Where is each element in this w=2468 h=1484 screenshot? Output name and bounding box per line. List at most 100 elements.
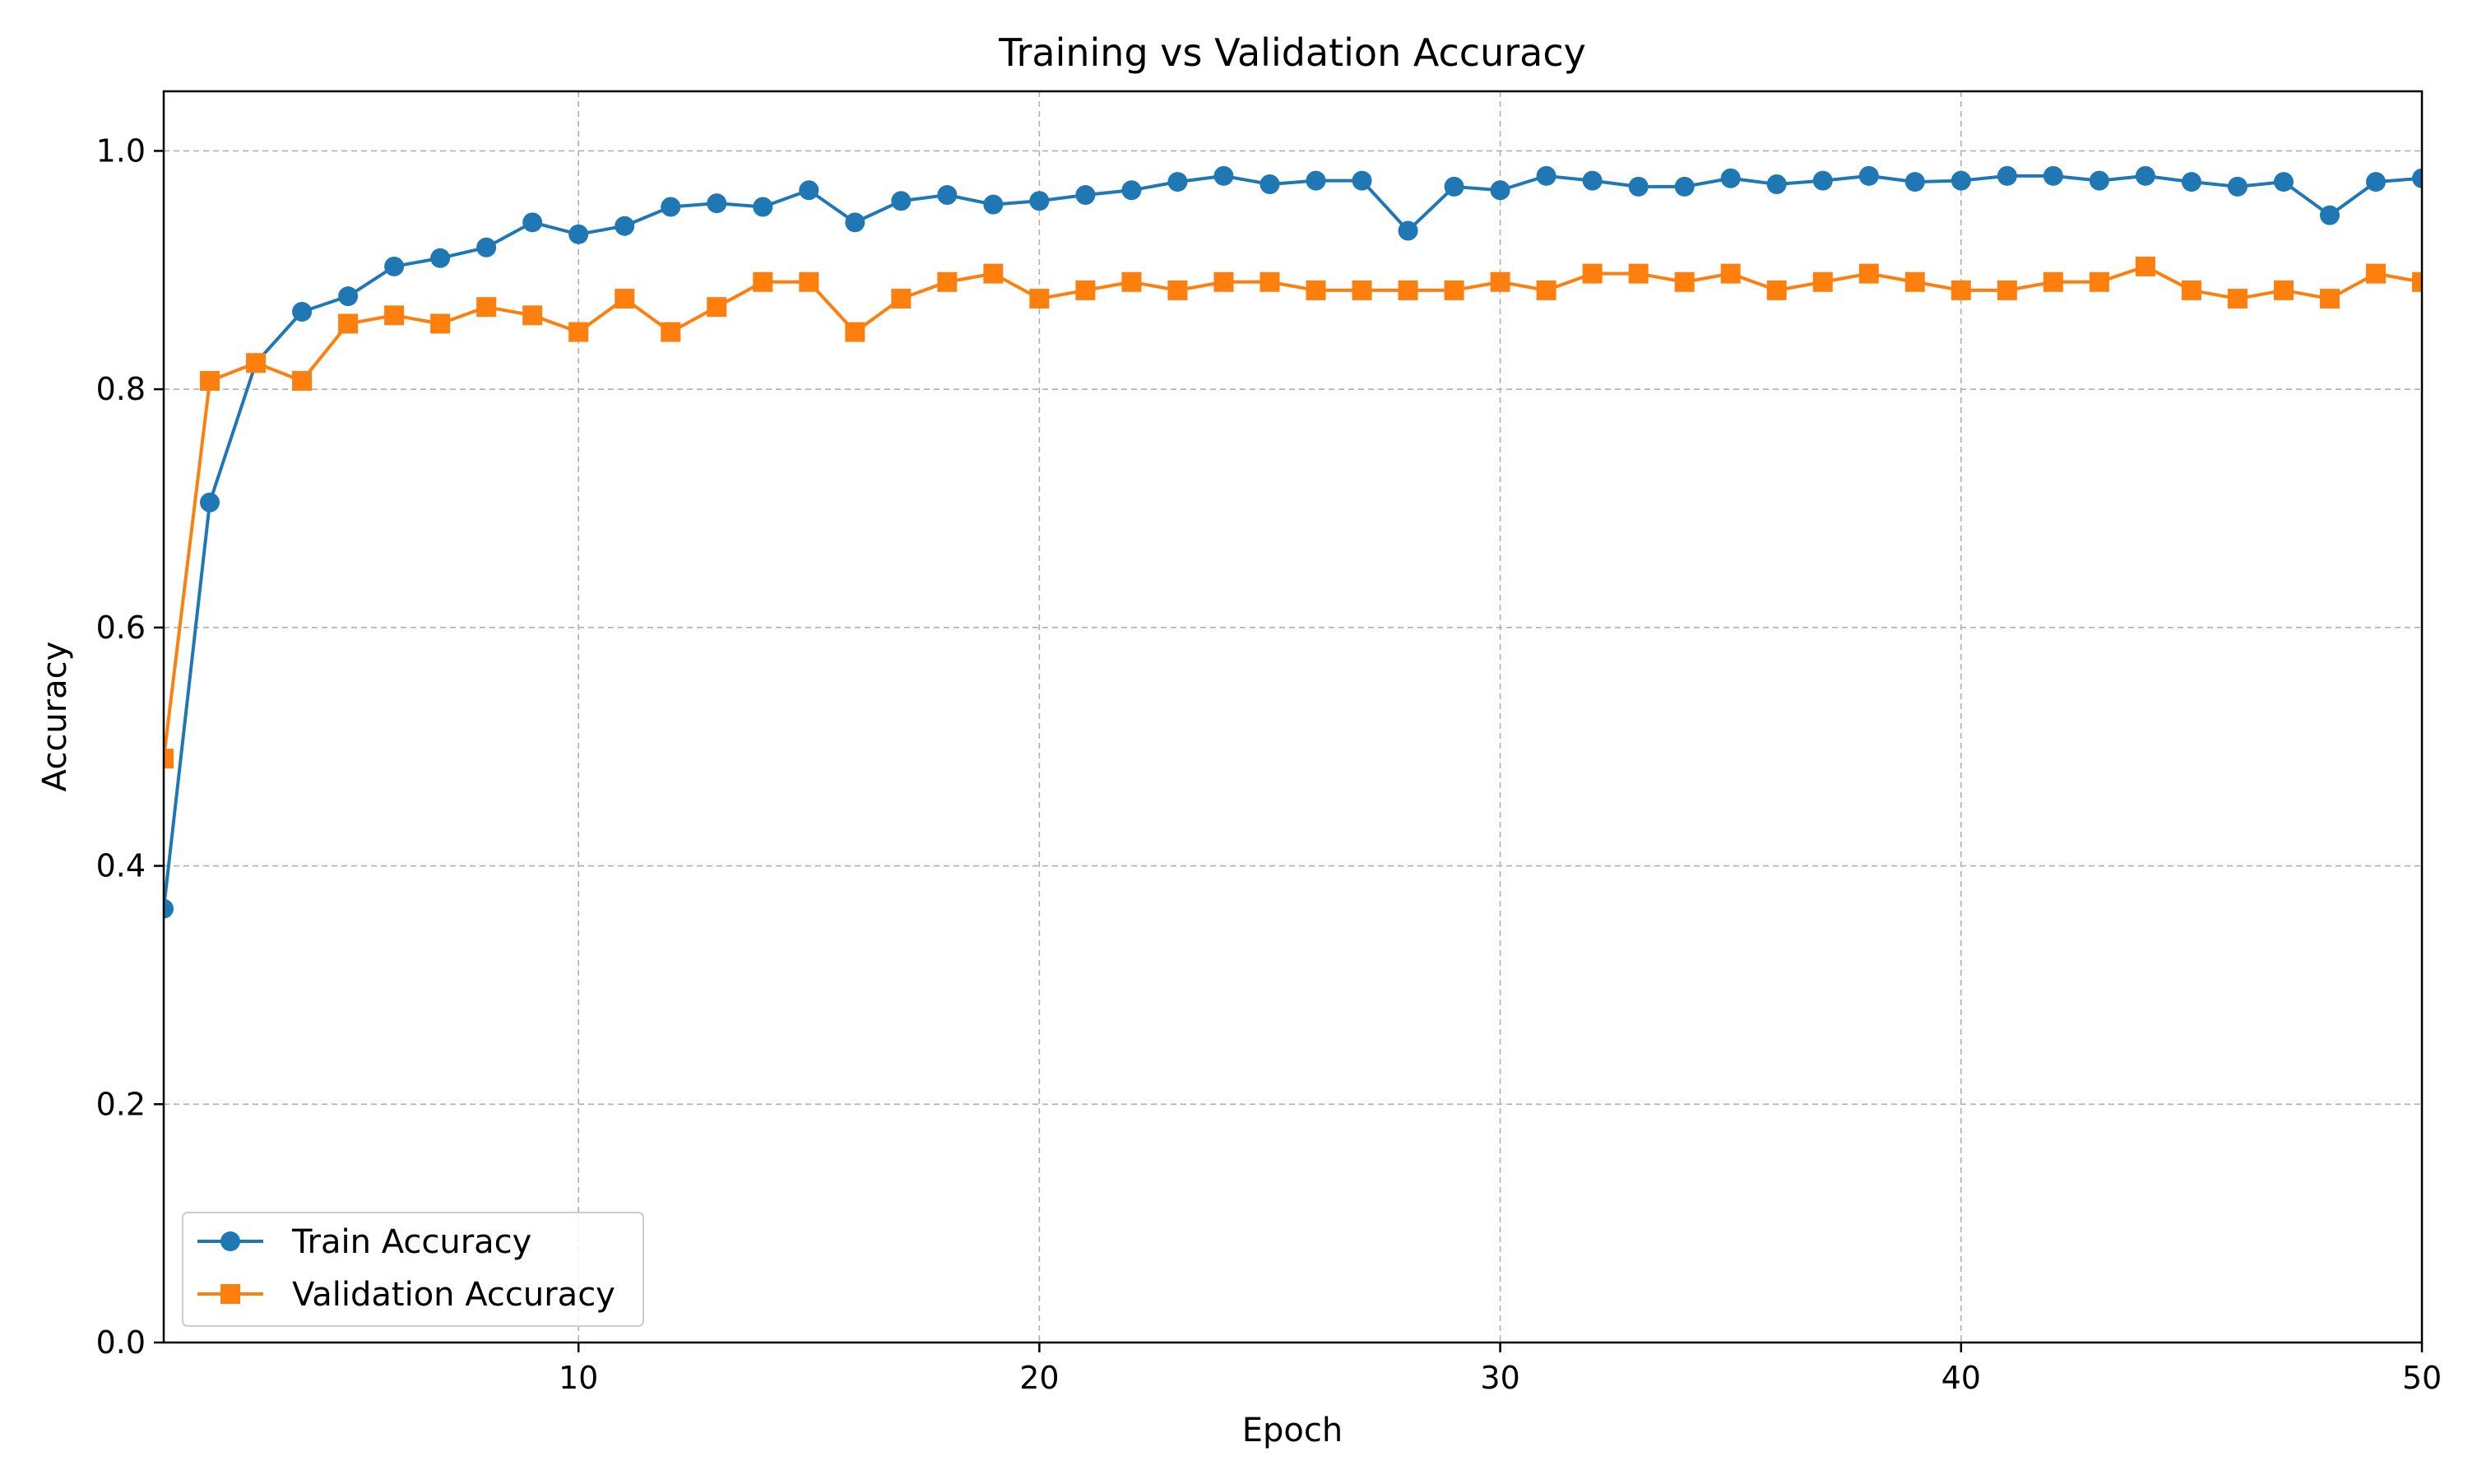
data-point (1121, 271, 1142, 292)
data-point (338, 286, 359, 307)
legend-marker (220, 1284, 240, 1304)
data-point (2365, 172, 2386, 192)
x-tick-label: 40 (1941, 1360, 1981, 1396)
data-point (1720, 263, 1741, 284)
data-point (2412, 271, 2422, 292)
legend-marker (220, 1231, 240, 1251)
data-point (615, 289, 635, 309)
data-point (164, 749, 174, 769)
data-point (1582, 263, 1603, 284)
data-point (845, 212, 865, 233)
data-point (476, 297, 497, 318)
data-point (200, 371, 220, 392)
x-tick-label: 10 (559, 1360, 598, 1396)
y-axis-label: Accuracy (36, 642, 74, 792)
data-point (1997, 165, 2017, 186)
x-tick-label: 50 (2402, 1360, 2442, 1396)
data-point (476, 237, 497, 257)
data-point (1398, 220, 1418, 241)
legend: Train Accuracy Validation Accuracy (182, 1212, 644, 1327)
data-point (1490, 271, 1510, 292)
data-point (2365, 263, 2386, 284)
data-point (292, 371, 313, 392)
data-point (2412, 168, 2422, 188)
data-point (1766, 174, 1787, 194)
data-point (1858, 165, 1879, 186)
data-point (1075, 185, 1096, 206)
data-point (568, 322, 589, 342)
data-point (2043, 165, 2063, 186)
legend-item: Validation Accuracy (197, 1276, 615, 1314)
data-point (1951, 280, 1971, 300)
y-axis-ticks: 0.0 0.2 0.4 0.6 0.8 1.0 (96, 132, 164, 1361)
data-point (615, 216, 635, 236)
x-tick-label: 20 (1019, 1360, 1059, 1396)
data-point (983, 263, 1004, 284)
x-tick-label: 30 (1480, 1360, 1519, 1396)
data-point (2135, 256, 2155, 276)
data-point (1306, 280, 1326, 300)
y-tick-label: 0.0 (96, 1324, 146, 1361)
data-point (2181, 280, 2201, 300)
y-tick-label: 1.0 (96, 132, 146, 169)
legend-box (182, 1212, 644, 1327)
data-point (2319, 205, 2340, 225)
data-point (2089, 271, 2109, 292)
data-point (2273, 280, 2294, 300)
data-point (799, 271, 819, 292)
data-point (1213, 271, 1234, 292)
data-point (2043, 271, 2063, 292)
data-point (246, 353, 267, 373)
data-point (338, 313, 359, 334)
data-point (568, 224, 589, 244)
data-point (2135, 165, 2155, 186)
data-point (937, 271, 958, 292)
data-point (384, 305, 405, 326)
data-point (2227, 289, 2248, 309)
data-point (891, 191, 912, 211)
data-point (1904, 172, 1925, 192)
data-point (2227, 176, 2248, 197)
legend-label: Validation Accuracy (292, 1276, 615, 1314)
data-point (1352, 280, 1372, 300)
chart-title: Training vs Validation Accuracy (998, 30, 1586, 75)
data-point (522, 212, 543, 233)
y-tick-label: 0.8 (96, 371, 146, 407)
data-point (292, 301, 313, 322)
legend-label: Train Accuracy (291, 1223, 531, 1261)
data-point (200, 492, 220, 512)
data-point (891, 289, 912, 309)
data-point (2089, 170, 2109, 191)
data-point (845, 322, 865, 342)
data-point (1213, 165, 1234, 186)
data-point (1029, 289, 1050, 309)
series-validation (164, 256, 2422, 769)
data-point (1628, 263, 1649, 284)
data-point (1628, 176, 1649, 197)
data-point (1951, 170, 1971, 191)
data-point (937, 185, 958, 206)
data-point (1766, 280, 1787, 300)
data-point (753, 271, 773, 292)
data-point (430, 248, 451, 268)
data-point (1674, 271, 1695, 292)
series-train (164, 165, 2422, 919)
data-point (1260, 174, 1280, 194)
data-point (1167, 280, 1188, 300)
data-point (522, 305, 543, 326)
data-point (707, 193, 727, 214)
data-point (1536, 280, 1556, 300)
data-point (2273, 172, 2294, 192)
data-point (661, 322, 681, 342)
data-point (1260, 271, 1280, 292)
data-point (983, 194, 1004, 215)
data-point (1306, 170, 1326, 191)
data-point (164, 898, 174, 919)
y-tick-label: 0.2 (96, 1086, 146, 1122)
x-axis-ticks: 10 20 30 40 50 (559, 1343, 2442, 1396)
data-point (1352, 170, 1372, 191)
data-point (661, 197, 681, 217)
data-point (2181, 172, 2201, 192)
data-point (1029, 191, 1050, 211)
